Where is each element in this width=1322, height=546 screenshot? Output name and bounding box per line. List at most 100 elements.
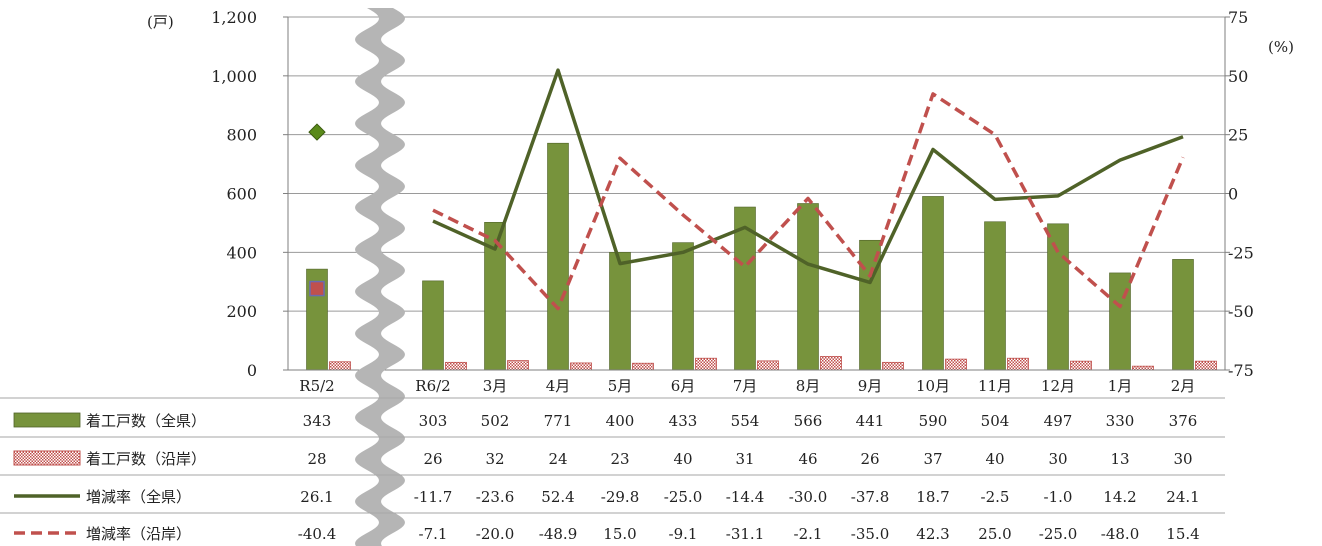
y-right-tick-label: -75 [1228,361,1254,380]
legend-label: 着工戸数（全県） [86,412,206,430]
bar-all-prefecture [672,242,694,371]
category-label: 6月 [671,377,696,395]
category-label: 11月 [978,377,1012,395]
line-rate-all-prefecture [432,68,1184,285]
table-cell: 24.1 [1166,488,1199,506]
axis-break-band [355,8,405,546]
table-cell: 590 [919,412,948,430]
gridlines [288,16,1225,312]
table-cell: -2.1 [794,525,823,543]
bars-layer [306,142,1217,371]
table-cell: 441 [856,412,885,430]
table-cell: 26.1 [300,488,333,506]
table-cell: -35.0 [851,525,889,543]
table-cell: 15.4 [1166,525,1199,543]
category-label: 10月 [916,377,950,395]
table-cell: 433 [669,412,698,430]
table-cell: -30.0 [789,488,827,506]
category-label: R6/2 [415,377,450,395]
bar-coastal [1132,365,1154,371]
bar-all-prefecture [1047,223,1069,371]
y-right-tick-label: 75 [1228,8,1248,27]
table-cell: 504 [981,412,1010,430]
y-left-tick-label: 0 [247,361,257,380]
table-cell: 40 [985,450,1004,468]
category-label: 4月 [546,377,571,395]
table-cell: 554 [731,412,760,430]
bar-coastal [820,356,842,371]
table-cell: -31.1 [726,525,764,543]
table-cell: -7.1 [419,525,448,543]
y-right-tick-label: -25 [1228,243,1254,262]
bar-coastal [632,362,654,371]
y-left-tick-label: 600 [226,185,257,204]
table-cell: 771 [544,412,573,430]
bar-coastal [882,361,904,371]
category-label: 8月 [796,377,821,395]
y-left-tick-label: 1,200 [211,8,257,27]
bar-coastal [329,361,351,371]
table-cell: 46 [798,450,817,468]
category-label: 5月 [608,377,633,395]
legend-label: 増減率（全県） [86,488,191,506]
table-cell: -9.1 [669,525,698,543]
bar-coastal [1007,357,1029,371]
bar-all-prefecture [609,252,631,371]
category-label: 2月 [1171,377,1196,395]
bar-all-prefecture [984,221,1006,371]
line-rate-coastal [432,92,1185,311]
bar-coastal [757,360,779,371]
marker-rate-all-r5 [308,123,326,141]
table-cell: 23 [610,450,629,468]
category-label: 9月 [858,377,883,395]
y-right-tick-label: 50 [1228,67,1248,86]
y-left-tick-label: 200 [226,302,257,321]
category-label: 1月 [1108,377,1133,395]
legend-label: 増減率（沿岸） [86,525,191,543]
table-cell: 303 [419,412,448,430]
category-label: 3月 [483,377,508,395]
table-cell: 566 [794,412,823,430]
table-cell: 330 [1106,412,1135,430]
table-cell: -20.0 [476,525,514,543]
table-cell: 13 [1110,450,1129,468]
table-cell: 18.7 [916,488,949,506]
table-cell: -11.7 [414,488,452,506]
y-left-tick-label: 400 [226,243,257,262]
y-right-tick-label: 25 [1228,126,1248,145]
table-cell: 24 [548,450,567,468]
marker-rate-coastal-r5 [309,280,325,297]
bar-all-prefecture [547,142,569,371]
table-cell: -2.5 [981,488,1010,506]
y-right-tick-label: 0 [1228,185,1238,204]
bar-coastal [945,358,967,371]
bar-all-prefecture [797,203,819,371]
table-cell: 343 [303,412,332,430]
table-cell: 26 [423,450,442,468]
table-cell: 40 [673,450,692,468]
table-cell: -37.8 [851,488,889,506]
bar-all-prefecture [1109,272,1131,371]
table-cell: -48.9 [539,525,577,543]
table-cell: 497 [1044,412,1073,430]
table-cell: -29.8 [601,488,639,506]
table-cell: -48.0 [1101,525,1139,543]
category-label: R5/2 [299,377,334,395]
table-cell: -14.4 [726,488,764,506]
bar-coastal [1195,360,1217,371]
bar-all-prefecture [922,196,944,371]
table-cell: 15.0 [603,525,636,543]
table-cell: 32 [485,450,504,468]
bar-coastal [445,361,467,371]
data-table: R5/2 R6/2 3月 4月 5月 6月 7月 8月 9月 10月 11月 12月 1月 2月着工戸数（… [0,377,1225,543]
table-cell: 28 [307,450,326,468]
table-cell: 37 [923,450,942,468]
y-right-unit: (%) [1268,38,1294,56]
bar-all-prefecture [1172,259,1194,371]
table-cell: 30 [1048,450,1067,468]
table-cell: -23.6 [476,488,514,506]
legend-key-bar-coastal [13,450,81,466]
table-cell: 376 [1169,412,1198,430]
y-right-tick-label: -50 [1228,302,1254,321]
table-cell: 31 [735,450,754,468]
